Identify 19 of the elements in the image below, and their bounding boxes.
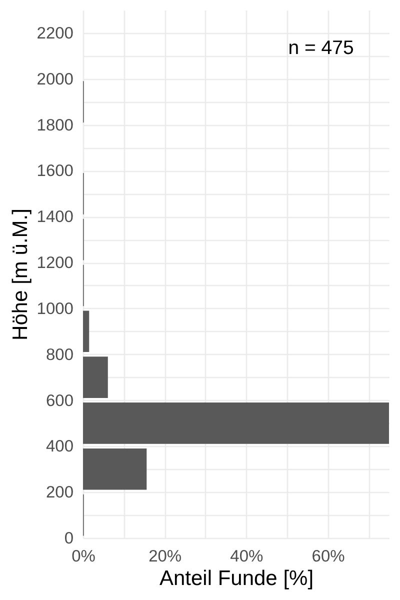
y-tick-label: 1800 xyxy=(36,116,74,134)
y-tick-label: 1600 xyxy=(36,162,74,180)
y-tick-label: 600 xyxy=(46,392,74,410)
annotation: n = 475 xyxy=(288,37,354,59)
y-tick-label: 400 xyxy=(46,438,74,456)
x-tick-label: 40% xyxy=(230,548,264,566)
y-tick-label: 0 xyxy=(64,530,74,548)
y-axis-title: Höhe [m ü.M.] xyxy=(8,208,32,340)
y-tick-label: 800 xyxy=(46,346,74,364)
x-tick-label: 60% xyxy=(312,548,346,566)
y-tick-label: 1400 xyxy=(36,208,74,226)
x-tick-label: 20% xyxy=(148,548,182,566)
y-tick-label: 1200 xyxy=(36,254,74,272)
y-tick-label: 1000 xyxy=(36,300,74,318)
x-axis-title: Anteil Funde [%] xyxy=(159,567,314,590)
y-tick-label: 200 xyxy=(46,484,74,502)
y-tick-label: 2000 xyxy=(36,70,74,88)
y-tick-label: 2200 xyxy=(36,24,74,42)
x-tick-label: 0% xyxy=(72,548,96,566)
